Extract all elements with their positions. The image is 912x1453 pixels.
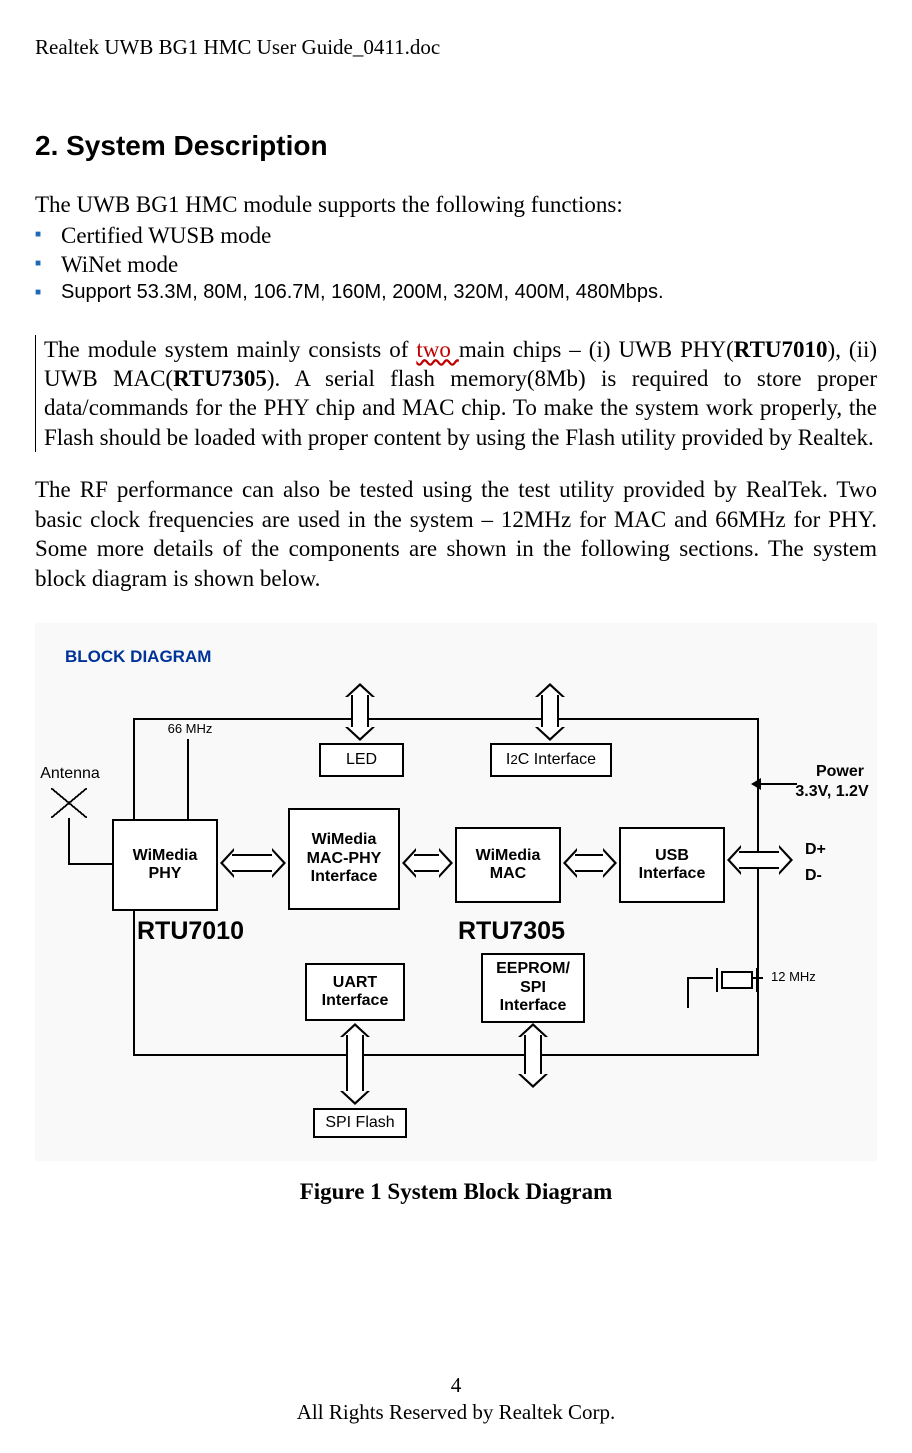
chip-label-phy: RTU7010 (137, 917, 244, 946)
connector-line (68, 863, 112, 865)
dplus-label: D+ (805, 841, 826, 859)
arrow-icon (563, 848, 617, 878)
arrow-icon (402, 848, 453, 878)
section-heading: 2. System Description (35, 130, 877, 162)
connector-line (753, 977, 763, 979)
uart-box: UART Interface (305, 963, 405, 1021)
usb-box: USB Interface (619, 827, 725, 903)
page-number: 4 (0, 1373, 912, 1398)
block-diagram: BLOCK DIAGRAM Antenna 66 MHz LED I2C Int… (35, 623, 877, 1161)
diagram-title: BLOCK DIAGRAM (65, 647, 211, 667)
arrow-icon (518, 1023, 548, 1088)
phy-box: WiMedia PHY (112, 819, 218, 911)
intro-text: The UWB BG1 HMC module supports the foll… (35, 192, 877, 218)
text-run: The module system mainly consists of (44, 337, 416, 362)
connector-line (687, 977, 713, 979)
mac-box: WiMedia MAC (455, 827, 561, 903)
led-box: LED (319, 743, 404, 777)
chip-name: RTU7305 (173, 366, 267, 391)
paragraph-block: The module system mainly consists of two… (35, 335, 877, 453)
arrow-icon (535, 683, 565, 741)
paragraph: The module system mainly consists of two… (44, 335, 877, 453)
power-label: Power (805, 763, 875, 781)
arrow-icon (727, 845, 793, 875)
doc-filename: Realtek UWB BG1 HMC User Guide_0411.doc (35, 35, 877, 60)
document-page: Realtek UWB BG1 HMC User Guide_0411.doc … (0, 0, 912, 1453)
dminus-label: D- (805, 867, 822, 885)
paragraph: The RF performance can also be tested us… (35, 475, 877, 593)
spiflash-box: SPI Flash (313, 1108, 407, 1138)
connector-line (187, 739, 189, 819)
chip-label-mac: RTU7305 (458, 917, 565, 946)
list-item: WiNet mode (35, 251, 877, 280)
arrow-icon (340, 1023, 370, 1105)
figure-caption: Figure 1 System Block Diagram (35, 1179, 877, 1205)
list-item: Certified WUSB mode (35, 222, 877, 251)
copyright-text: All Rights Reserved by Realtek Corp. (297, 1400, 615, 1424)
connector-line (68, 818, 70, 865)
feature-list: Certified WUSB mode WiNet mode Support 5… (35, 222, 877, 305)
list-item: Support 53.3M, 80M, 106.7M, 160M, 200M, … (35, 280, 877, 305)
eeprom-box: EEPROM/ SPI Interface (481, 953, 585, 1023)
text-run: main chips – (i) UWB PHY( (459, 337, 734, 362)
antenna-icon (51, 788, 87, 818)
macphy-box: WiMedia MAC-PHY Interface (288, 808, 400, 910)
antenna-label: Antenna (35, 765, 105, 783)
i2c-box: I2C Interface (490, 743, 612, 777)
crystal-icon (721, 971, 753, 989)
power-voltage-label: 3.3V, 1.2V (787, 783, 877, 801)
chip-name: RTU7010 (734, 337, 828, 362)
page-footer: 4 All Rights Reserved by Realtek Corp. (0, 1373, 912, 1425)
edited-word: two (416, 337, 458, 362)
arrow-icon (220, 848, 286, 878)
freq-label: 66 MHz (155, 721, 225, 736)
freq-label: 12 MHz (771, 969, 816, 984)
arrow-icon (345, 683, 375, 741)
connector-line (687, 978, 689, 1008)
